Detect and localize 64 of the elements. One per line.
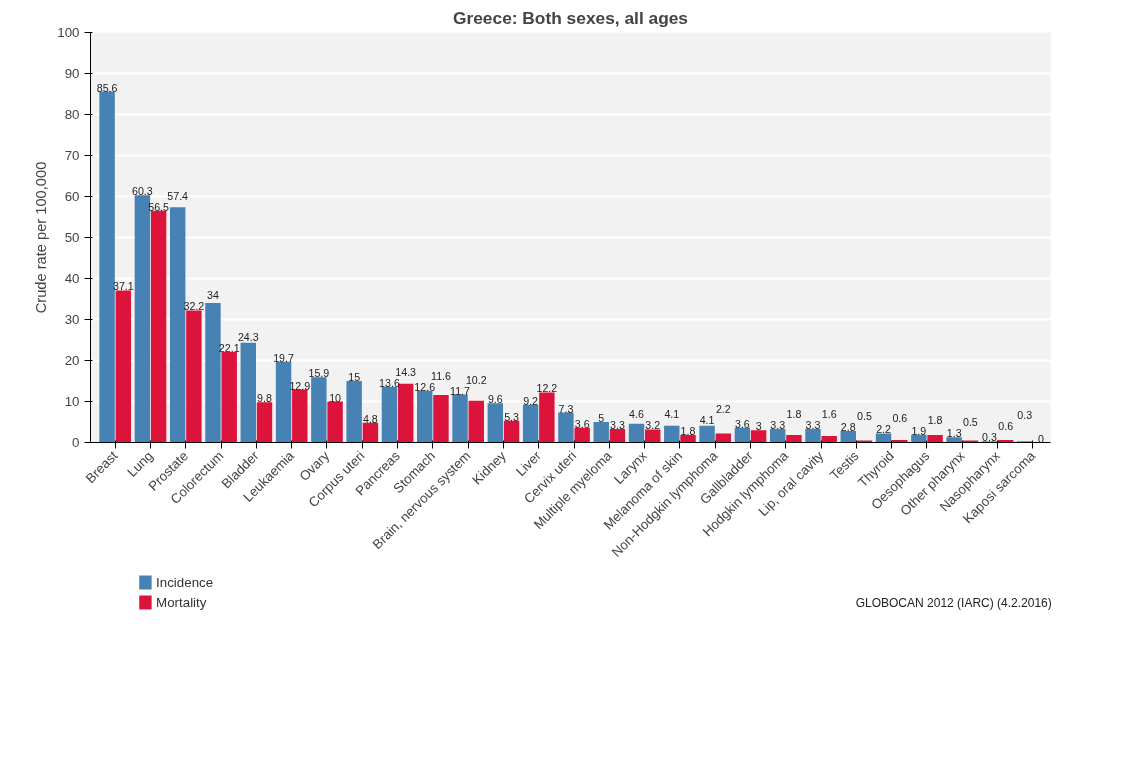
y-tick-label: 50 [64,230,80,245]
data-label: 1.9 [911,424,927,437]
data-label: 34 [207,289,219,302]
legend-label: Incidence [156,575,214,590]
data-label: 13.6 [379,376,400,389]
data-label: 4.1 [699,414,715,427]
data-label: 4.8 [362,412,378,425]
data-label: 2.2 [876,423,892,436]
data-label: 9.6 [487,393,503,406]
data-label: 57.4 [167,189,189,202]
y-tick-label: 20 [64,353,80,368]
data-label: 12.6 [414,380,436,393]
data-label: 1.3 [946,427,962,440]
data-label: 0.3 [1017,409,1033,422]
y-tick-label: 0 [72,435,80,450]
data-label: 2.8 [840,421,856,434]
data-label: 0.5 [857,410,872,423]
data-label: 9.2 [523,394,539,407]
data-label: 4.6 [629,407,644,420]
y-tick-label: 60 [64,189,80,204]
chart-title: Greece: Both sexes, all ages [452,7,689,28]
data-label: 3.6 [574,417,590,430]
data-label: 1.8 [927,413,943,426]
data-label: 14.3 [395,365,417,378]
data-label: 7.3 [558,402,574,415]
data-label: 15 [348,371,361,383]
data-label: 10 [329,391,342,404]
data-label: 10.2 [465,373,487,386]
data-label: 3.3 [770,418,786,431]
data-label: 3.3 [805,418,821,431]
data-label: 3.2 [645,419,661,432]
text: GLOBOCAN 2012 (IARC) (4.2.2016) [855,595,1052,610]
data-label: 0.3 [982,431,997,444]
legend-label: Mortality [156,595,207,610]
data-label: 11.7 [450,384,471,397]
data-label: 0.6 [892,412,908,425]
y-tick-label: 10 [64,394,80,409]
data-label: 3.6 [734,417,750,430]
data-label: 60.3 [132,185,153,198]
data-label: 19.7 [273,351,294,364]
data-label: 15.9 [308,367,330,380]
y-tick-label: 100 [57,25,80,40]
y-tick-label: 80 [64,107,80,122]
y-tick-label: 40 [64,271,80,286]
data-label: 3 [755,420,762,433]
data-label: 3.3 [610,418,625,431]
data-label: 5.3 [504,410,520,423]
data-label: 9.8 [257,392,272,405]
data-label: 1.8 [680,425,696,438]
y-tick-label: 30 [64,312,80,327]
data-label: 4.1 [664,408,680,421]
data-label: 1.8 [786,407,802,420]
y-axis-title: Crude rate per 100,000 [33,161,50,314]
data-label: 11.6 [431,369,452,382]
data-label: 2.2 [715,403,731,416]
y-tick-label: 70 [64,148,80,163]
data-label: 85.6 [96,81,118,94]
data-label: 0.5 [962,416,978,429]
data-label: 5 [598,412,605,424]
data-label: 0.6 [998,420,1014,433]
y-tick-label: 90 [64,66,80,81]
data-label: 12.2 [536,382,558,395]
data-label: 24.3 [237,330,259,343]
data-label: 1.6 [821,407,837,420]
